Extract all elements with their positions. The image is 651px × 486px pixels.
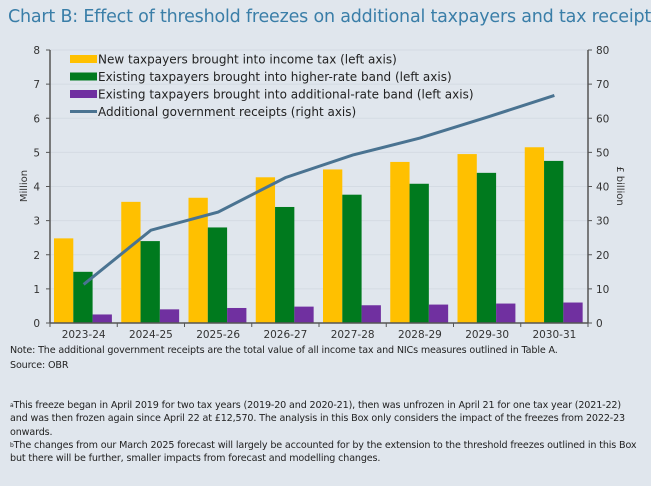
bar-2 <box>409 183 429 323</box>
bar-2 <box>140 241 160 323</box>
chart-title: Chart B: Effect of threshold freezes on … <box>8 7 651 27</box>
y2-tick-label: 60 <box>596 113 609 125</box>
y2-tick-label: 0 <box>596 318 603 330</box>
chart-note: Note: The additional government receipts… <box>10 345 558 356</box>
y-tick-label: 4 <box>33 182 40 194</box>
bar-1 <box>323 169 343 323</box>
x-tick-label: 2030-31 <box>532 329 576 341</box>
x-tick-label: 2024-25 <box>129 329 173 341</box>
legend-label: Existing taxpayers brought into addition… <box>98 88 474 102</box>
y2-tick-label: 70 <box>596 79 609 91</box>
bar-3 <box>361 305 381 323</box>
legend-label: New taxpayers brought into income tax (l… <box>98 53 397 67</box>
bar-3 <box>428 304 449 323</box>
bar-1 <box>524 147 545 323</box>
y-tick-label: 3 <box>33 216 40 228</box>
y2-tick-label: 10 <box>596 284 609 296</box>
legend-swatch <box>70 72 97 81</box>
bar-2 <box>275 206 295 323</box>
bar-2 <box>544 160 564 323</box>
y-tick-label: 6 <box>33 113 40 125</box>
bar-2 <box>476 172 497 323</box>
footnote-marker: b <box>10 442 14 449</box>
bar-1 <box>457 154 477 323</box>
legend-label: Additional government receipts (right ax… <box>98 105 356 119</box>
bar-1 <box>390 161 410 323</box>
y2-axis-label: £ billion <box>614 166 625 205</box>
y-axis-label: Million <box>19 170 30 202</box>
y2-tick-label: 40 <box>596 182 609 194</box>
bar-3 <box>563 302 583 323</box>
y2-tick-label: 30 <box>596 216 609 228</box>
bar-2 <box>207 227 228 323</box>
bar-3 <box>496 303 516 323</box>
x-tick-label: 2029-30 <box>465 329 509 341</box>
receipts-line <box>82 93 555 286</box>
chart-source: Source: OBR <box>10 360 69 371</box>
legend-swatch <box>70 55 97 63</box>
bar-3 <box>294 306 314 323</box>
y-tick-label: 2 <box>33 250 40 262</box>
footnote-marker: a <box>10 402 14 409</box>
bar-2 <box>342 194 362 323</box>
legend-label: Existing taxpayers brought into higher-r… <box>98 70 452 84</box>
bar-1 <box>121 201 141 323</box>
y2-tick-label: 50 <box>596 147 609 159</box>
x-tick-label: 2028-29 <box>398 329 442 341</box>
y-tick-label: 0 <box>33 318 40 330</box>
y-tick-label: 1 <box>33 284 40 296</box>
bar-3 <box>92 314 112 323</box>
x-tick-label: 2025-26 <box>196 329 240 341</box>
footnote-a: aThis freeze began in April 2019 for two… <box>10 399 640 439</box>
y-tick-label: 7 <box>33 79 40 91</box>
y2-tick-label: 80 <box>596 45 609 57</box>
x-tick-label: 2026-27 <box>263 329 307 341</box>
y2-tick-label: 20 <box>596 250 609 262</box>
x-tick-label: 2027-28 <box>331 329 375 341</box>
legend-swatch <box>70 90 97 98</box>
bar-1 <box>255 177 276 323</box>
footnote-text: This freeze began in April 2019 for two … <box>10 400 626 438</box>
bar-3 <box>227 307 247 323</box>
bar-1 <box>188 197 208 323</box>
footnote-b: bThe changes from our March 2025 forecas… <box>10 439 640 466</box>
bar-1 <box>54 238 74 323</box>
y-tick-label: 5 <box>33 147 40 159</box>
bar-2 <box>73 271 93 323</box>
y-tick-label: 8 <box>33 45 40 57</box>
footnote-text: The changes from our March 2025 forecast… <box>10 440 637 465</box>
x-tick-label: 2023-24 <box>62 329 106 341</box>
bar-3 <box>159 309 180 323</box>
